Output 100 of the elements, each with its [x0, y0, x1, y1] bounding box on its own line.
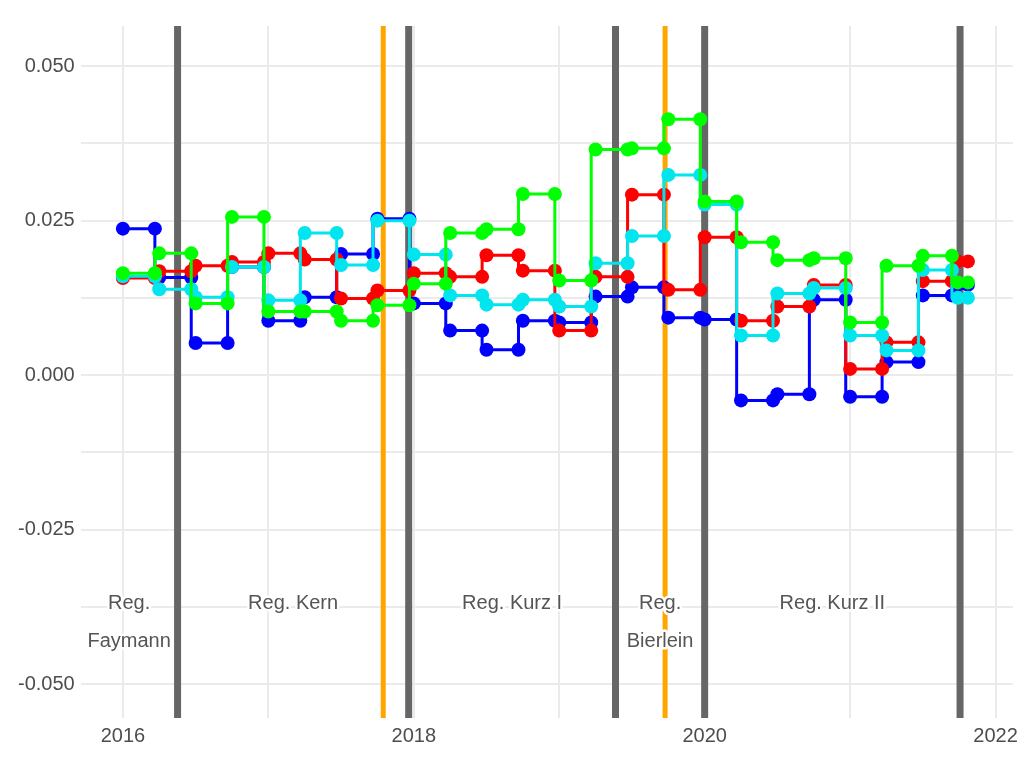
point — [843, 315, 858, 330]
point — [256, 209, 271, 224]
point — [184, 246, 199, 261]
point — [443, 323, 458, 338]
point — [552, 323, 567, 338]
point — [438, 276, 453, 291]
point — [220, 296, 235, 311]
point — [188, 335, 203, 350]
point — [547, 187, 562, 202]
point — [766, 235, 781, 250]
point — [479, 248, 494, 263]
point — [515, 292, 530, 307]
point — [915, 248, 930, 263]
x-tick-label: 2016 — [100, 723, 146, 746]
point — [734, 235, 749, 250]
point — [515, 313, 530, 328]
point — [875, 361, 890, 376]
point — [475, 323, 490, 338]
point — [479, 222, 494, 237]
point — [511, 342, 526, 357]
point — [802, 387, 817, 402]
x-tick-label: 2020 — [682, 723, 727, 746]
point — [334, 291, 349, 306]
point — [152, 282, 167, 297]
point — [770, 387, 785, 402]
point — [220, 335, 235, 350]
point — [515, 187, 530, 202]
point — [511, 222, 526, 237]
point — [188, 296, 203, 311]
annotation: Reg. Kurz I — [462, 590, 563, 613]
y-tick-label: 0.025 — [24, 208, 75, 231]
point — [443, 288, 458, 303]
point — [697, 230, 712, 245]
point — [693, 112, 708, 127]
point — [879, 258, 894, 273]
point — [334, 258, 349, 273]
point — [366, 258, 381, 273]
y-tick-label: 0.000 — [24, 362, 75, 385]
point — [656, 229, 671, 244]
annotation: Reg. Kern — [248, 590, 339, 613]
point — [875, 328, 890, 343]
y-tick-label: -0.050 — [17, 671, 75, 694]
point — [875, 315, 890, 330]
point — [588, 142, 603, 157]
point — [661, 310, 676, 325]
point — [406, 247, 421, 262]
point — [843, 328, 858, 343]
point — [370, 298, 385, 313]
point — [843, 361, 858, 376]
annotation: Reg. Kurz II — [779, 590, 886, 613]
point — [334, 313, 349, 328]
point — [402, 298, 417, 313]
point — [261, 304, 276, 319]
point — [115, 221, 130, 236]
point — [843, 389, 858, 404]
point — [656, 141, 671, 156]
point — [960, 254, 975, 269]
point — [515, 263, 530, 278]
point — [661, 167, 676, 182]
point — [620, 269, 635, 284]
point — [879, 343, 894, 358]
point — [806, 251, 821, 266]
point — [911, 355, 926, 370]
point — [911, 343, 926, 358]
point — [624, 187, 639, 202]
point — [875, 389, 890, 404]
point — [552, 299, 567, 314]
point — [147, 221, 162, 236]
point — [479, 342, 494, 357]
point — [479, 297, 494, 312]
y-tick-label: -0.025 — [17, 517, 75, 540]
point — [584, 273, 599, 288]
point — [766, 328, 781, 343]
point — [734, 393, 749, 408]
point — [297, 225, 312, 240]
point — [329, 225, 344, 240]
point — [770, 286, 785, 301]
point — [475, 269, 490, 284]
point — [944, 248, 959, 263]
point — [620, 256, 635, 271]
point — [624, 229, 639, 244]
point — [152, 246, 167, 261]
y-tick-label: 0.050 — [24, 53, 75, 76]
point — [366, 313, 381, 328]
point — [697, 312, 712, 327]
point — [584, 323, 599, 338]
point — [838, 251, 853, 266]
point — [511, 248, 526, 263]
point — [370, 283, 385, 298]
x-tick-label: 2018 — [391, 723, 437, 746]
point — [584, 299, 599, 314]
x-tick-label: 2022 — [973, 723, 1018, 746]
point — [693, 282, 708, 297]
point — [224, 209, 239, 224]
point — [661, 282, 676, 297]
point — [661, 112, 676, 127]
point — [443, 225, 458, 240]
point — [770, 253, 785, 268]
point — [406, 276, 421, 291]
annotation: Reg. Faymann — [87, 590, 171, 651]
